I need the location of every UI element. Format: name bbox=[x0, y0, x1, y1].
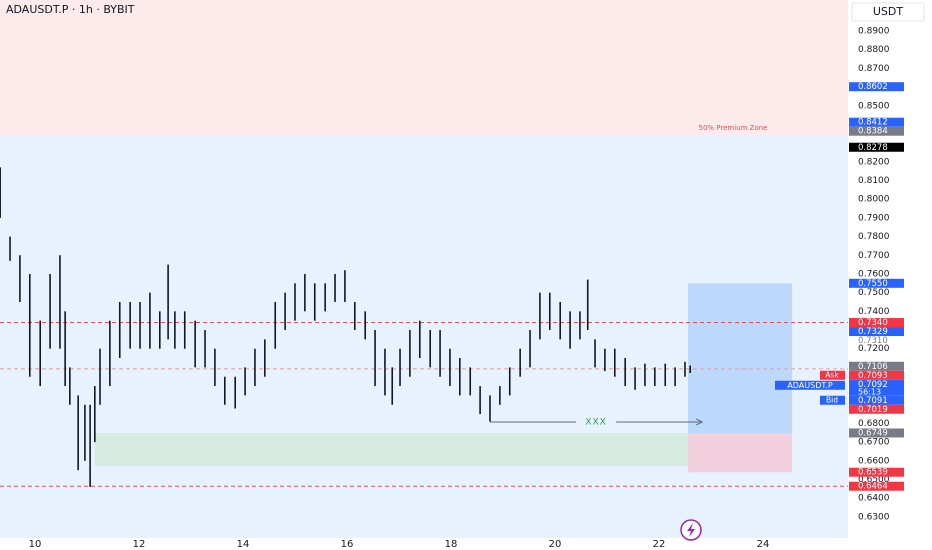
y-tick-label: 0.7900 bbox=[858, 213, 890, 223]
lightning bbox=[687, 523, 695, 537]
zone-label: 50% Premium Zone bbox=[699, 124, 768, 132]
chart-title: ADAUSDT.P · 1h · BYBIT bbox=[6, 3, 135, 16]
price-tag bbox=[849, 82, 904, 92]
price-tag-label: 0.6749 bbox=[858, 428, 888, 438]
y-tick-label: 0.7500 bbox=[858, 288, 890, 298]
x-tick-label: 24 bbox=[757, 539, 770, 550]
price-tag bbox=[849, 428, 904, 438]
price-tag-label: 0.7340 bbox=[858, 318, 888, 328]
price-tag bbox=[849, 481, 904, 491]
symbol-tag bbox=[775, 380, 845, 390]
plot-area: 50% Premium Zone XXX bbox=[0, 0, 848, 538]
countdown: 56:13 bbox=[858, 387, 881, 396]
price-tag bbox=[849, 379, 904, 396]
price-tag-label: 0.7106 bbox=[858, 362, 888, 372]
price-tag bbox=[849, 117, 904, 127]
price-tag-label: 0.7092 bbox=[858, 380, 888, 390]
stop-box bbox=[688, 432, 793, 473]
arrow-label: XXX bbox=[585, 417, 607, 427]
y-tick-label: 0.7700 bbox=[858, 251, 890, 261]
price-axis bbox=[848, 0, 932, 550]
price-tag-label: 0.7329 bbox=[858, 327, 888, 337]
y-tick-label: 0.7800 bbox=[858, 232, 890, 242]
y-tick-label: 0.8200 bbox=[858, 157, 890, 167]
x-tick-label: 14 bbox=[237, 539, 250, 550]
price-tag bbox=[849, 126, 904, 136]
x-tick-label: 22 bbox=[653, 539, 666, 550]
symbol-tag-label: ADAUSDT.P bbox=[787, 381, 833, 390]
x-tick-label: 16 bbox=[341, 539, 354, 550]
y-tick-label: 0.7400 bbox=[858, 307, 890, 317]
y-tick-label: 0.6800 bbox=[858, 419, 890, 429]
y-tick-label: 0.8100 bbox=[858, 176, 890, 186]
y-tick-label: 0.8500 bbox=[858, 101, 890, 111]
demand-zone bbox=[94, 432, 691, 466]
axes: 10 12 14 16 18 20 22 24 0.8900 0.8800 0.8700 0.8500… bbox=[29, 27, 904, 550]
price-tag-label: 0.8602 bbox=[858, 82, 888, 92]
y-tick-label: 0.8000 bbox=[858, 195, 890, 205]
y-tick-label: 0.6500 bbox=[858, 475, 890, 485]
y-tick-label: 0.7600 bbox=[858, 269, 890, 279]
side-tag bbox=[820, 370, 845, 380]
premium-zone bbox=[0, 0, 848, 135]
price-tag-label: 0.8384 bbox=[858, 127, 888, 137]
price-tag-label: 0.8412 bbox=[858, 118, 888, 128]
price-tag bbox=[849, 404, 904, 414]
x-tick-label: 20 bbox=[549, 539, 562, 550]
y-tick-label: 0.8900 bbox=[858, 27, 890, 37]
price-tag bbox=[849, 361, 904, 371]
y-tick-label: 0.6700 bbox=[858, 438, 890, 448]
price-tag-label: 0.8278 bbox=[858, 143, 888, 153]
y-tick-label: 0.8800 bbox=[858, 45, 890, 55]
price-tag bbox=[849, 370, 904, 380]
price-tag-label: 0.7550 bbox=[858, 279, 888, 289]
price-tag bbox=[849, 327, 904, 337]
currency-button[interactable] bbox=[851, 2, 925, 22]
price-tag-label: 0.6464 bbox=[858, 482, 888, 492]
y-tick-label: 0.6600 bbox=[858, 456, 890, 466]
y-tick-label: 0.6300 bbox=[858, 512, 890, 522]
y-tick-label: 0.8700 bbox=[858, 64, 890, 74]
side-tag bbox=[820, 395, 845, 405]
y-tick-label: 0.7200 bbox=[858, 344, 890, 354]
x-tick-label: 12 bbox=[133, 539, 146, 550]
price-tag bbox=[849, 395, 904, 405]
x-tick-label: 18 bbox=[445, 539, 458, 550]
x-tick-label: 10 bbox=[29, 539, 42, 550]
price-tag-label: 0.7091 bbox=[858, 396, 888, 406]
price-tag bbox=[849, 278, 904, 288]
price-tag-label: 0.7019 bbox=[858, 405, 888, 415]
currency[interactable]: USDT bbox=[873, 5, 904, 18]
arrow-head bbox=[695, 418, 704, 426]
price-tag bbox=[849, 467, 904, 477]
price-tag-label: 0.7310 bbox=[858, 336, 888, 346]
side-tag-label: Ask bbox=[825, 370, 839, 379]
y-tick-label: 0.6400 bbox=[858, 494, 890, 504]
target-box bbox=[688, 283, 793, 433]
price-tag-label: 0.7093 bbox=[858, 371, 888, 381]
price-tag bbox=[849, 318, 904, 328]
price-tag bbox=[849, 142, 904, 152]
side-tag-label: Bid bbox=[826, 395, 838, 404]
price-tag-label: 0.6539 bbox=[858, 468, 888, 478]
